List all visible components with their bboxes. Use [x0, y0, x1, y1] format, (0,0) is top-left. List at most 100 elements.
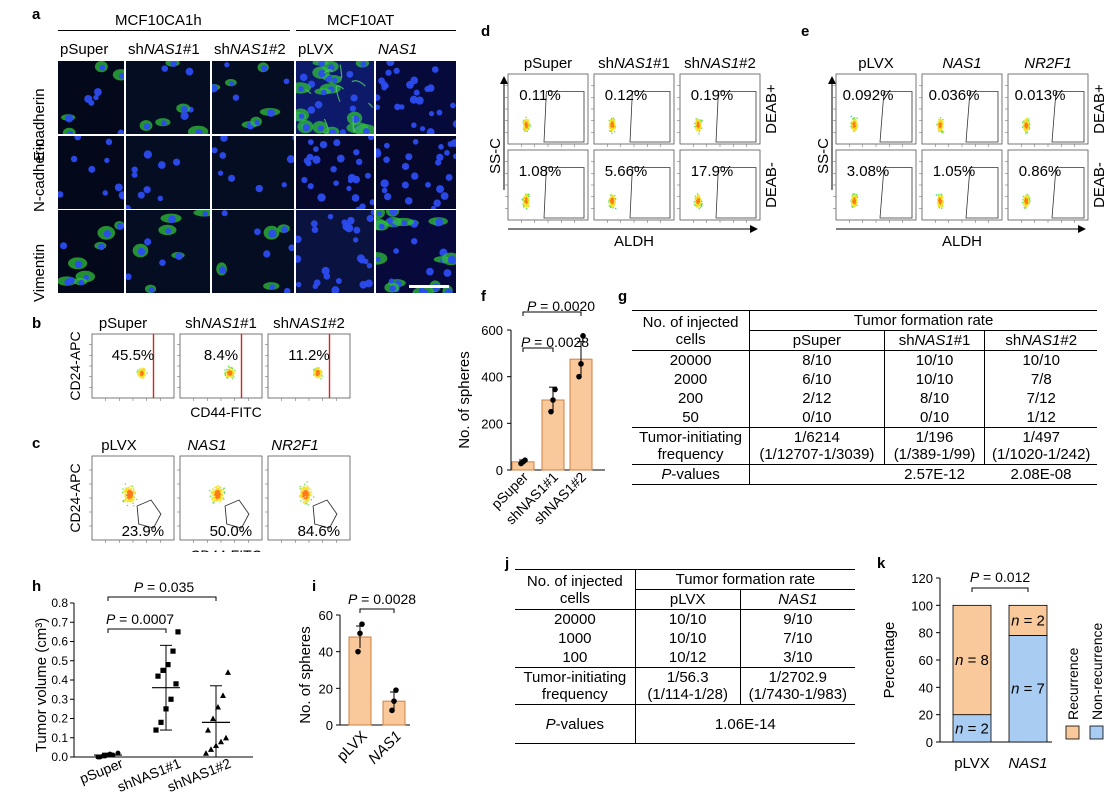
e-plot-r1-c2-event: [1022, 199, 1024, 201]
e-plot-r0-c0-event: [855, 124, 857, 127]
b-plot-1-event: [231, 367, 233, 369]
panel-label-h: h: [32, 578, 42, 595]
d-plot-r0-c1-event: [611, 124, 614, 127]
g-cell-2-2: 8/10: [884, 389, 986, 408]
cell-nucleus: [453, 153, 456, 160]
cell-nucleus: [195, 129, 203, 134]
g-col-1-pre: sh: [898, 332, 915, 349]
h-ytick-label-4: 0.4: [51, 673, 68, 687]
b-col-label-2-pre: sh: [273, 315, 289, 332]
g-body: 20000 8/10 10/10 10/10 2000 6/10 10/10 7/8 200 2/…: [632, 350, 1097, 428]
e-plot-r1-c0-event: [852, 203, 855, 206]
c-plot-1-event: [211, 496, 213, 498]
micrograph-r1-c0: [58, 136, 124, 209]
c-plot-2-event: [304, 483, 306, 485]
c-plot-1-event: [214, 498, 216, 500]
i-point-0-2: [359, 621, 365, 627]
cell-nucleus: [376, 94, 381, 101]
j-tif-label: Tumor-initiating frequency: [515, 667, 636, 705]
d-plot-r0-c2-event: [695, 128, 697, 130]
c-plot-2-event: [305, 497, 307, 500]
b-plot-1-event: [228, 365, 230, 367]
e-plot-r0-c1-event: [940, 123, 942, 125]
c-plot-1-event: [213, 495, 216, 497]
cell-nucleus: [224, 62, 230, 68]
cell-nucleus: [160, 120, 167, 127]
micrograph-canvas-r0-c3: [296, 61, 374, 134]
micrograph-canvas-r2-c4: [376, 210, 456, 293]
d-plot-r0-c1-event: [610, 120, 613, 123]
d-plot-r0-c0-event: [526, 119, 528, 121]
b-plot-2-event: [318, 376, 320, 379]
e-plot-r0-c2-event: [1025, 128, 1027, 131]
e-plot-r1-c1-event: [937, 202, 939, 204]
e-gate-r1-c1: [965, 167, 999, 219]
e-plot-r1-c0-event: [853, 202, 855, 204]
cell-nucleus: [84, 94, 93, 103]
i-ylabel: No. of spheres: [297, 626, 314, 724]
cell-nucleus: [425, 181, 431, 188]
d-plot-r1-c0-event: [525, 201, 527, 203]
e-plot-r0-c0-event: [853, 127, 856, 129]
d-plot-r0-c1-event: [611, 117, 613, 120]
d-plot-r1-c1-event: [613, 205, 615, 207]
d-plot-r0-c0-event: [524, 124, 526, 127]
d-plot-r1-c2-event: [698, 194, 700, 196]
d-plot-r0-c0-event: [524, 127, 526, 130]
d-plot-r0-c0-event: [525, 124, 528, 126]
b-plot-1-event: [230, 369, 232, 371]
c-plot-2-event: [306, 486, 308, 488]
b-plot-0-event: [141, 376, 143, 378]
c-plot-0-event: [125, 495, 127, 498]
e-plot-r0-c2-event: [1025, 126, 1028, 128]
b-plot-1-event: [229, 371, 231, 373]
c-plot-0-event: [130, 495, 132, 497]
cell-nucleus: [366, 214, 374, 223]
a-row-label-1: N-cadherin: [31, 138, 48, 212]
c-plot-1-event: [216, 495, 218, 498]
d-pct-r1-c0: 1.08%: [519, 163, 562, 180]
d-plot-r1-c2-event: [701, 202, 703, 205]
e-plot-r1-c2-event: [1023, 197, 1025, 199]
b-plot-2-event: [315, 376, 317, 378]
f-pval-2-em: P: [527, 298, 537, 314]
g-col-1-em: NAS1: [914, 332, 954, 349]
panel-label-d: d: [481, 23, 491, 40]
i-ytick-label-0: 0: [326, 718, 333, 733]
c-plot-1-event: [220, 498, 223, 500]
k-count-0-1: n = 7: [1011, 681, 1045, 698]
d-plot-r1-c0-event: [527, 197, 529, 200]
e-plot-r1-c0-event: [851, 198, 854, 200]
e-plot-r0-c0-event: [853, 123, 855, 126]
e-plot-r1-c0-event: [851, 195, 853, 197]
d-plot-r1-c1-event: [614, 200, 616, 202]
b-plot-1-event: [224, 372, 226, 374]
f-pval-2: P = 0.0020: [527, 298, 595, 314]
e-plot-r0-c1-event: [942, 125, 944, 128]
c-plot-2-event: [302, 494, 304, 496]
e-plot-r1-c1-event: [940, 196, 942, 198]
cell-nucleus: [212, 84, 218, 93]
b-plot-0-event: [142, 375, 144, 377]
d-plot-r1-c0-event: [524, 198, 527, 200]
c-plot-0-event: [131, 489, 133, 492]
d-plot-r0-c1: [591, 73, 675, 147]
e-plot-r1-c2-event: [1029, 199, 1031, 201]
e-plot-r1-c0-event: [850, 198, 853, 201]
group-label-mcf10ca1h: MCF10CA1h: [115, 12, 202, 29]
b-plot-2-frame: [267, 333, 351, 399]
micrograph-canvas-r2-c3: [296, 210, 374, 293]
c-plot-1-event: [220, 490, 223, 492]
b-plot-0-event: [142, 372, 144, 374]
cell-nucleus: [413, 89, 420, 96]
e-plot-r1-c1-event: [938, 205, 941, 207]
c-plot-1-event: [210, 492, 212, 494]
cell-nucleus: [58, 191, 64, 198]
c-plot-1-event: [223, 487, 225, 489]
cell-nucleus: [380, 179, 389, 188]
cell-nucleus: [305, 160, 312, 167]
f-ytick-label-0: 0: [496, 463, 503, 478]
c-plot-0-event: [131, 499, 133, 501]
c-plot-0-event: [128, 492, 131, 494]
e-plot-r0-c1-event: [938, 121, 941, 123]
